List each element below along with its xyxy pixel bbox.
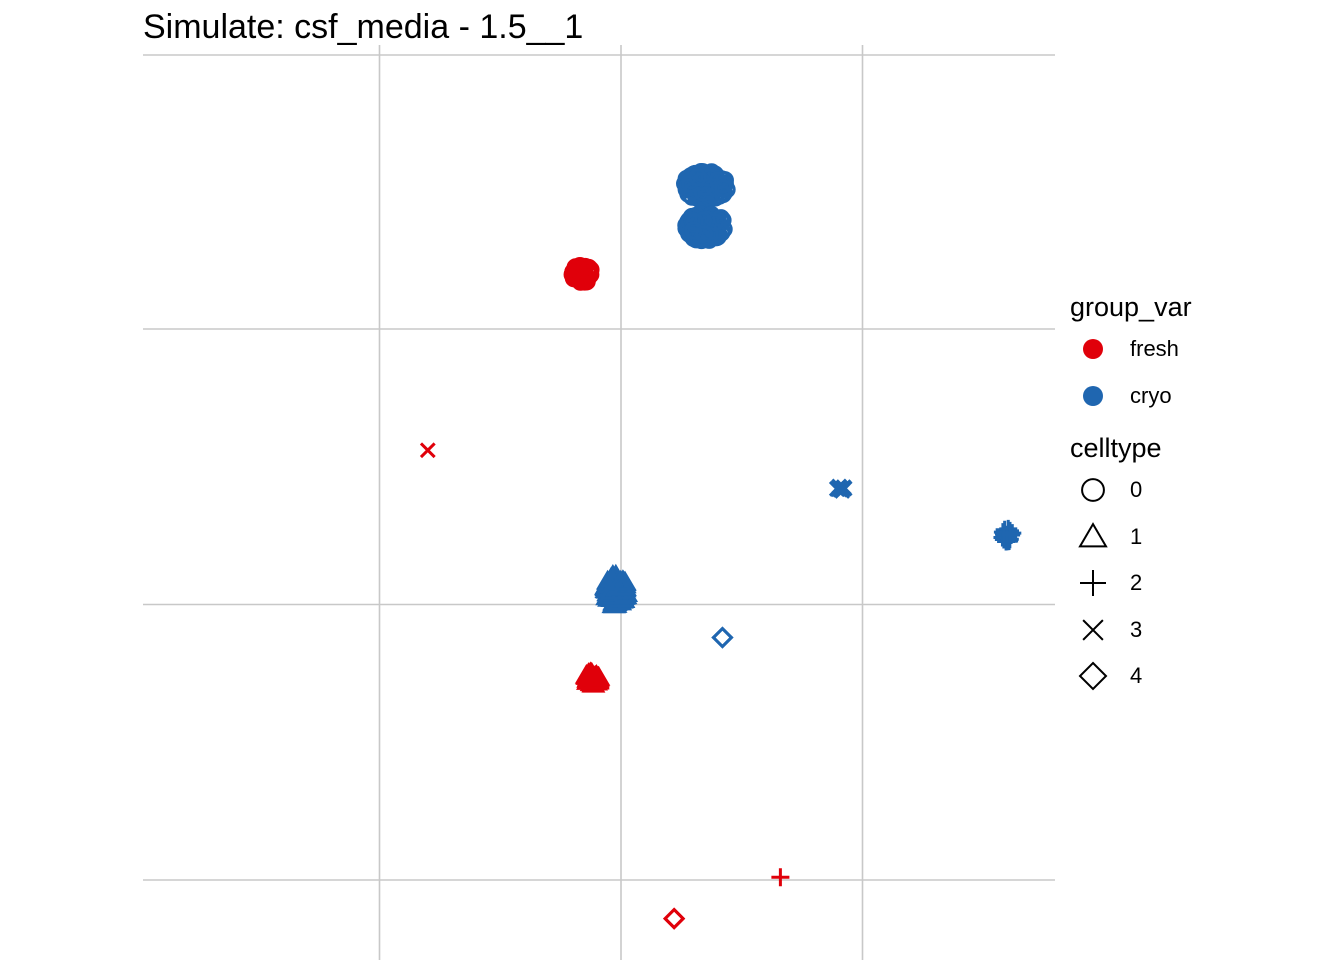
legend-item-celltype-1-label: 1 — [1130, 523, 1143, 549]
data-point — [685, 212, 704, 231]
cluster-cryo-celltype-0 — [676, 163, 736, 208]
legend-item-fresh-label: fresh — [1130, 336, 1179, 362]
legend: group_var fresh cryo celltype 0 1 2 3 4 — [1070, 288, 1330, 710]
legend-item-celltype-3-key — [1070, 607, 1116, 653]
legend-item-celltype-2-label: 2 — [1130, 570, 1143, 596]
legend-item-celltype-3-label: 3 — [1130, 616, 1143, 642]
chart-title: Simulate: csf_media - 1.5__1 — [143, 8, 584, 46]
legend-item-celltype-3: 3 — [1070, 607, 1330, 654]
cluster-fresh-celltype-2 — [771, 868, 790, 887]
data-point — [419, 442, 436, 459]
legend-item-celltype-4-label: 4 — [1130, 663, 1143, 689]
color-legend: group_var fresh cryo — [1070, 288, 1330, 419]
cluster-cryo-celltype-4 — [711, 626, 734, 649]
legend-item-celltype-4-key — [1070, 653, 1116, 699]
legend-item-cryo: cryo — [1070, 373, 1330, 420]
cluster-fresh-celltype-4 — [663, 907, 686, 930]
data-point — [576, 271, 595, 290]
data-point — [771, 868, 790, 887]
data-point — [1001, 524, 1020, 543]
legend-item-cryo-label: cryo — [1130, 382, 1172, 408]
data-point — [611, 575, 635, 596]
legend-item-celltype-1: 1 — [1070, 514, 1330, 561]
data-point — [705, 212, 725, 232]
cluster-fresh-celltype-3 — [419, 442, 436, 459]
data-point — [695, 225, 714, 244]
data-point — [582, 666, 606, 687]
legend-item-celltype-0-key — [1070, 467, 1116, 513]
legend-item-fresh: fresh — [1070, 326, 1330, 373]
data-point — [714, 179, 733, 198]
legend-item-celltype-0: 0 — [1070, 467, 1330, 514]
legend-item-celltype-0-label: 0 — [1130, 477, 1143, 503]
legend-item-celltype-4: 4 — [1070, 653, 1330, 700]
data-point — [833, 480, 850, 497]
legend-item-cryo-key — [1070, 373, 1116, 419]
legend-item-fresh-key — [1070, 326, 1116, 372]
cluster-cryo-celltype-0 — [677, 204, 733, 250]
legend-item-celltype-2: 2 — [1070, 560, 1330, 607]
data-point — [836, 480, 853, 497]
cluster-fresh-celltype-0 — [563, 256, 600, 291]
legend-item-celltype-1-key — [1070, 514, 1116, 560]
cluster-cryo-celltype-2 — [993, 519, 1022, 551]
shape-legend-title: celltype — [1070, 433, 1162, 463]
data-point — [711, 626, 734, 649]
legend-item-celltype-2-key — [1070, 560, 1116, 606]
shape-legend: celltype 0 1 2 3 4 — [1070, 429, 1330, 700]
data-point — [586, 669, 610, 690]
data-point — [688, 168, 707, 187]
data-point — [684, 221, 703, 240]
cluster-fresh-celltype-1 — [574, 661, 611, 693]
data-points — [419, 163, 1022, 930]
data-point — [711, 626, 734, 649]
data-point — [663, 907, 686, 930]
color-legend-title: group_var — [1070, 292, 1192, 322]
cluster-cryo-celltype-1 — [594, 563, 639, 614]
data-point — [693, 211, 713, 230]
data-point — [700, 168, 719, 187]
data-point — [663, 907, 686, 930]
cluster-cryo-celltype-3 — [828, 478, 853, 499]
grid-lines — [143, 45, 1055, 960]
